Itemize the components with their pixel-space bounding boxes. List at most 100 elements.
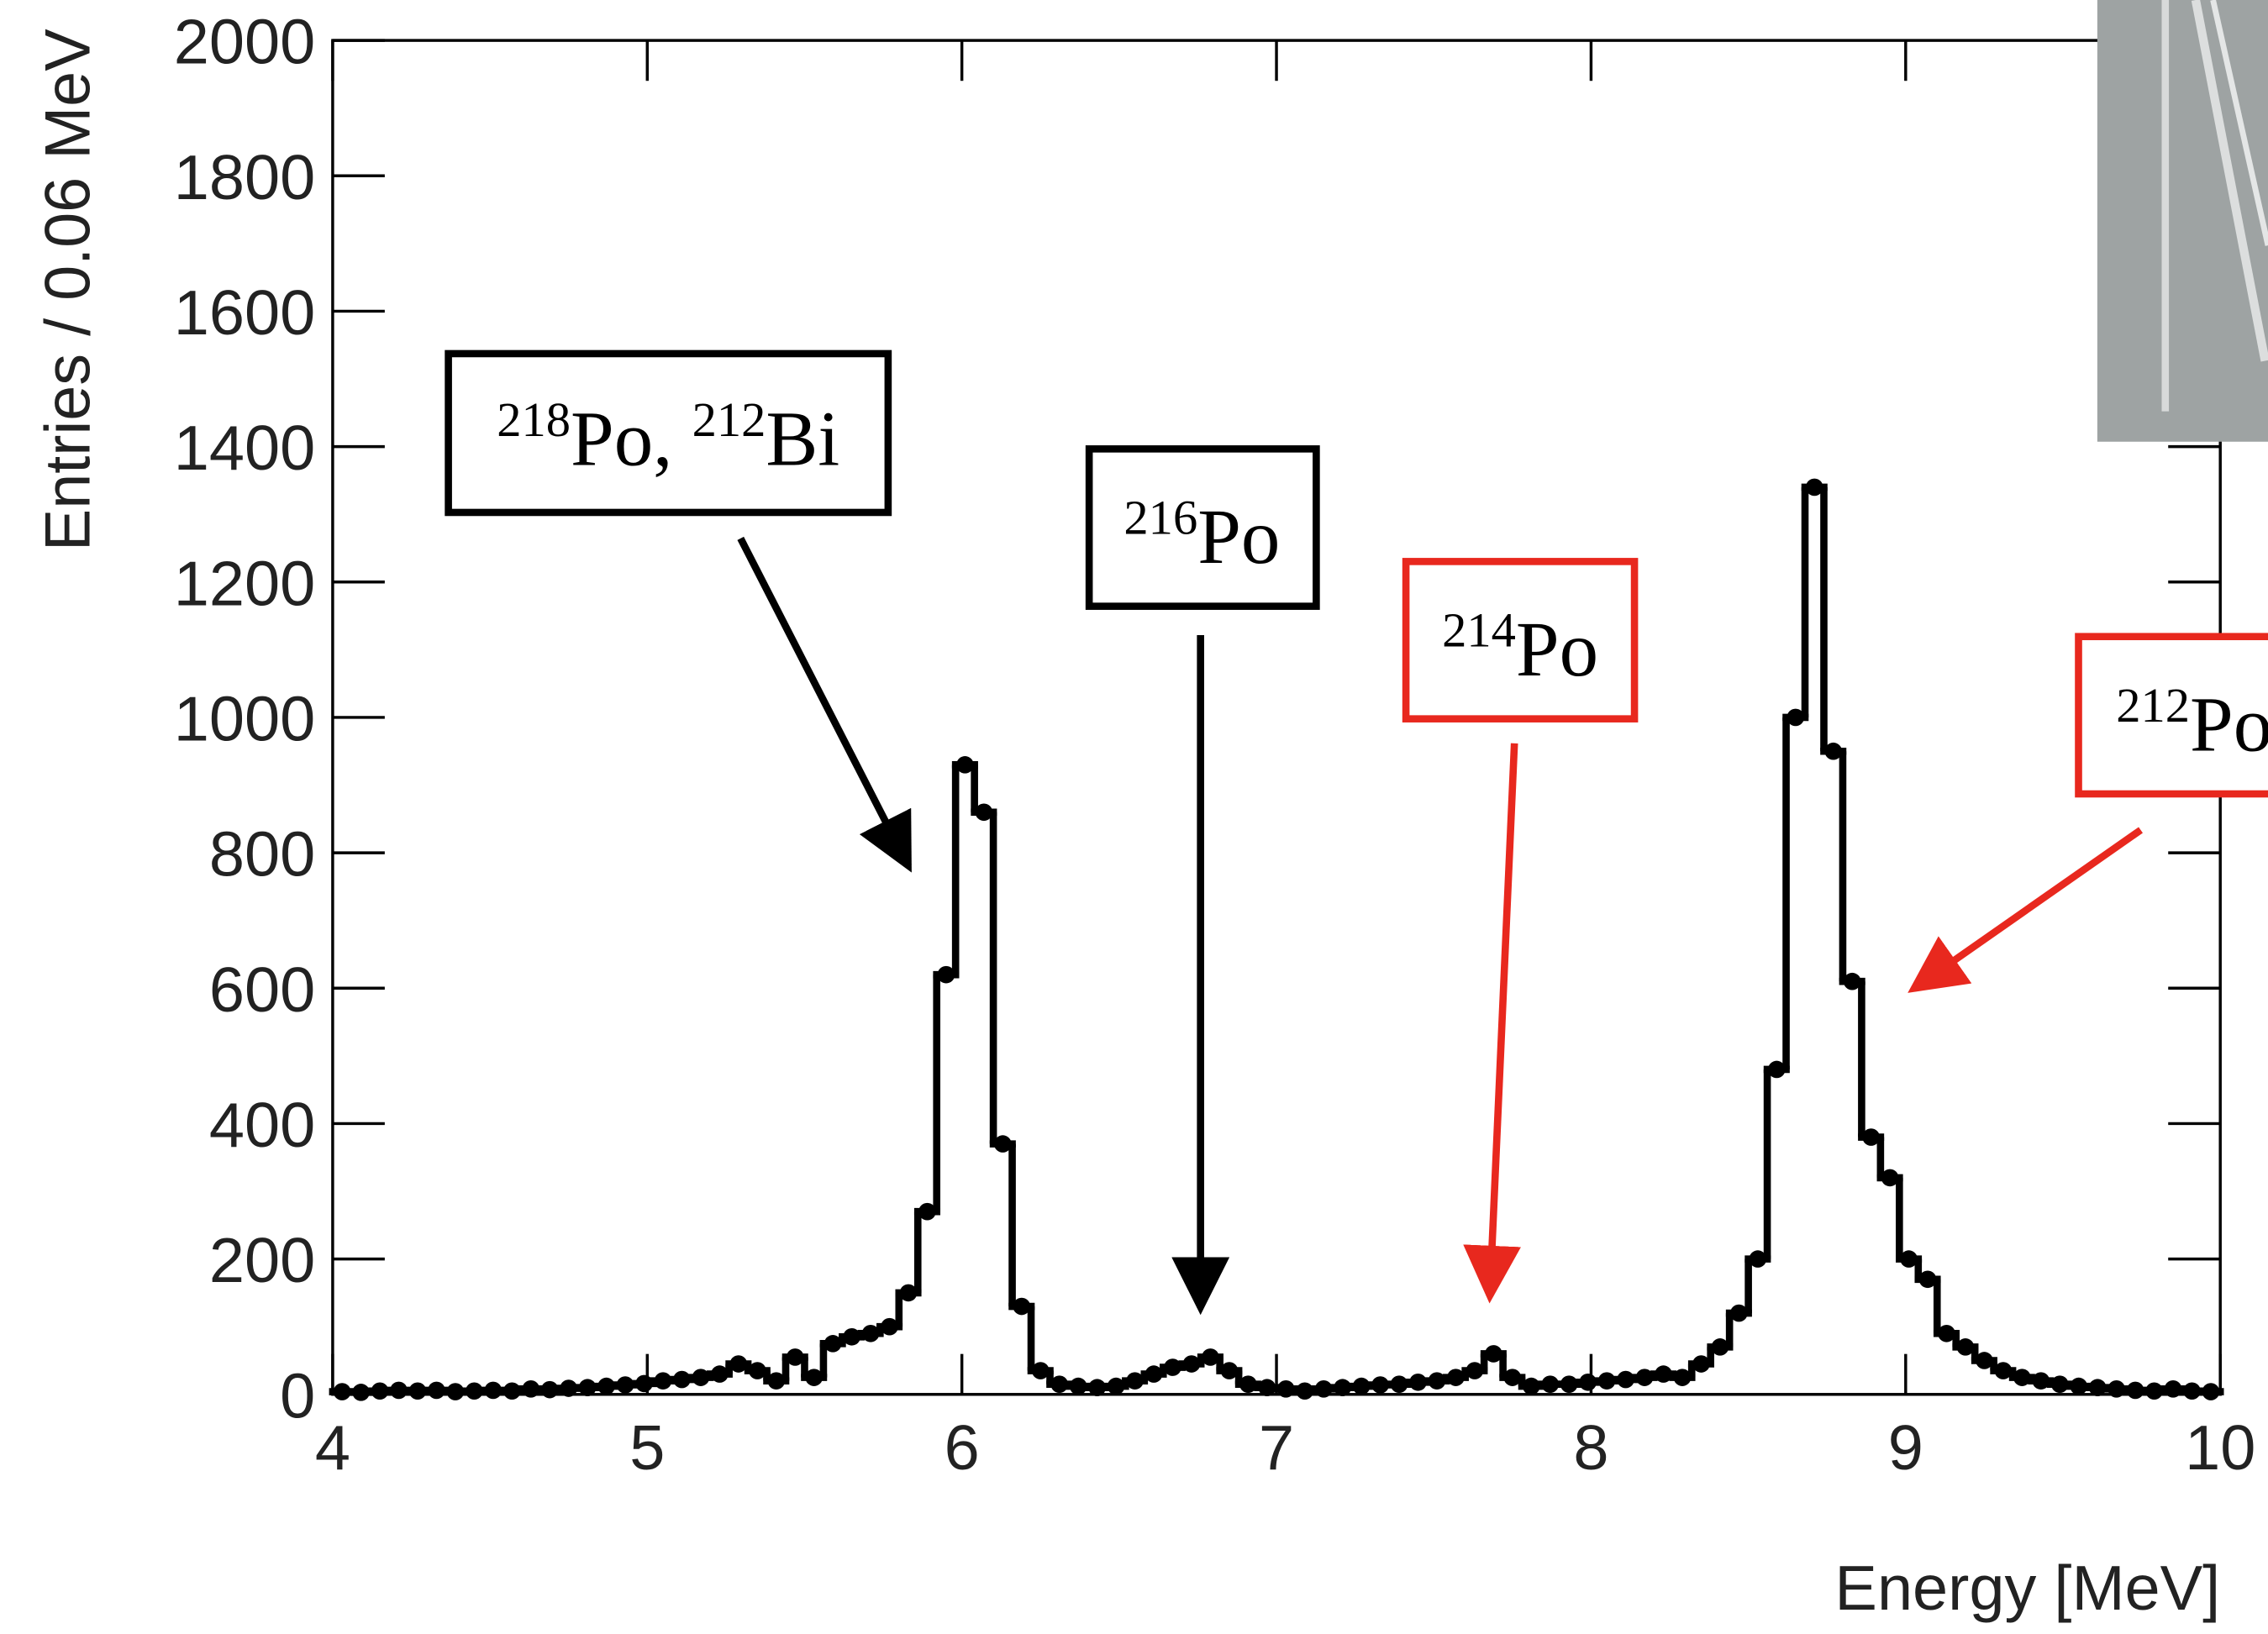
data-point: [522, 1380, 540, 1398]
annotation-superscript: 218: [497, 392, 571, 447]
data-point: [1749, 1250, 1767, 1268]
x-tick-label: 7: [1259, 1413, 1294, 1484]
y-tick-label: 1200: [174, 549, 315, 619]
data-point: [1145, 1365, 1163, 1383]
data-point: [1767, 1060, 1786, 1079]
data-point: [503, 1382, 521, 1400]
annotation: 214Po: [1402, 558, 1639, 1304]
data-point: [352, 1384, 370, 1401]
x-tick-label: 5: [629, 1413, 665, 1484]
data-point: [729, 1355, 748, 1373]
data-point: [1314, 1380, 1333, 1398]
x-tick-label: 6: [945, 1413, 980, 1484]
data-point: [1881, 1169, 1899, 1187]
data-point: [1560, 1375, 1578, 1394]
data-point: [824, 1335, 842, 1353]
data-point: [616, 1376, 634, 1394]
annotation-label: 214Po: [1442, 603, 1598, 693]
annotation-superscript: 214: [1442, 603, 1516, 658]
data-point: [540, 1380, 559, 1399]
annotation-arrow: [1463, 743, 1522, 1304]
data-point: [1447, 1369, 1465, 1386]
annotation-superscript: 212: [2116, 678, 2190, 733]
data-point: [1296, 1382, 1314, 1400]
data-point: [1862, 1128, 1880, 1146]
data-point: [2070, 1377, 2088, 1395]
data-point: [956, 756, 974, 774]
data-point: [2013, 1369, 2031, 1386]
data-point: [560, 1379, 578, 1397]
y-tick-label: 1800: [174, 143, 315, 213]
y-tick-label: 200: [209, 1226, 315, 1296]
data-point: [597, 1377, 615, 1395]
data-point: [1597, 1372, 1616, 1390]
photo-rod: [2210, 0, 2268, 246]
data-point: [333, 1383, 351, 1400]
data-point: [1579, 1373, 1597, 1391]
data-point: [635, 1374, 653, 1393]
data-point: [390, 1381, 408, 1400]
data-point: [1918, 1270, 1937, 1289]
data-point: [861, 1324, 880, 1342]
data-point: [975, 803, 993, 822]
data-point: [2183, 1382, 2201, 1400]
data-point: [371, 1382, 389, 1400]
x-tick-label: 10: [2185, 1413, 2255, 1484]
data-point: [843, 1327, 860, 1346]
annotation-label: 212Po: [2116, 678, 2268, 768]
data-point: [1976, 1352, 1993, 1369]
annotation-superscript: 212: [692, 392, 766, 447]
data-point: [428, 1381, 445, 1400]
annotation: 216Po: [1085, 445, 1320, 1316]
data-point: [1220, 1362, 1239, 1379]
y-tick-label: 400: [209, 1090, 315, 1161]
data-point: [767, 1372, 786, 1390]
inset-photo: [2097, 0, 2268, 442]
data-point: [2202, 1383, 2220, 1400]
annotation-arrow: [1908, 827, 2143, 993]
data-point: [1994, 1362, 2013, 1379]
data-point: [484, 1381, 503, 1400]
data-point: [1655, 1365, 1672, 1383]
photo-rod: [2191, 0, 2268, 362]
data-point: [1956, 1338, 1975, 1356]
data-point: [2126, 1381, 2144, 1400]
annotation: 218Po, 212Bi: [445, 349, 912, 873]
annotation-box: [1085, 445, 1320, 610]
x-tick-label: 8: [1573, 1413, 1608, 1484]
data-point: [1485, 1345, 1502, 1363]
data-point: [1031, 1362, 1050, 1379]
annotation-arrow: [737, 536, 912, 873]
data-point: [1258, 1379, 1276, 1397]
data-point: [1334, 1379, 1351, 1397]
annotation-label: 216Po: [1123, 491, 1280, 581]
y-tick-label: 800: [209, 820, 315, 891]
x-tick-label: 9: [1888, 1413, 1923, 1484]
annotation-text: Po: [1197, 494, 1280, 581]
x-tick-label: 4: [315, 1413, 350, 1484]
data-point: [2032, 1372, 2050, 1390]
data-point: [918, 1202, 936, 1221]
data-point: [1635, 1369, 1654, 1386]
data-point: [2050, 1375, 2069, 1394]
data-point: [1050, 1375, 1069, 1394]
y-axis-label: Entries / 0.06 MeV: [34, 29, 104, 551]
data-point: [692, 1369, 710, 1386]
data-point: [1013, 1297, 1031, 1316]
data-point: [1824, 742, 1843, 760]
annotation-box: [1402, 558, 1639, 722]
data-point: [1843, 972, 1861, 990]
data-point: [994, 1135, 1012, 1153]
data-point: [1428, 1372, 1446, 1390]
y-tick-label: 1600: [174, 278, 315, 349]
y-tick-label: 1400: [174, 413, 315, 484]
data-point: [1938, 1324, 1955, 1342]
y-tick-label: 0: [280, 1361, 315, 1432]
data-point: [1541, 1375, 1560, 1394]
data-point: [2164, 1380, 2182, 1398]
x-axis-label: Energy [MeV]: [1834, 1553, 2220, 1624]
annotation-box: [2075, 633, 2268, 798]
y-tick-label: 2000: [174, 8, 315, 78]
data-point: [408, 1382, 427, 1400]
data-point: [1617, 1370, 1634, 1389]
